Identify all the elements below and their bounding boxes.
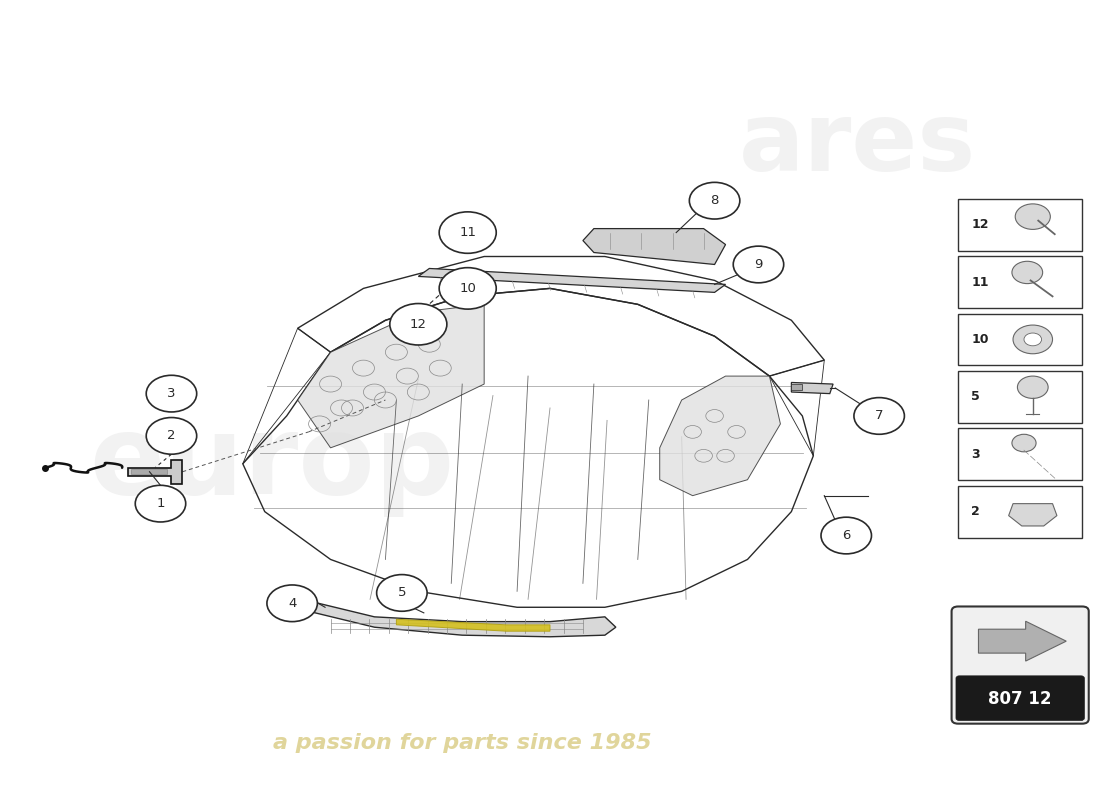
Text: 3: 3	[167, 387, 176, 400]
Text: europ: europ	[89, 410, 454, 518]
Circle shape	[1024, 333, 1042, 346]
Polygon shape	[791, 382, 833, 394]
Text: 807 12: 807 12	[989, 690, 1052, 708]
FancyBboxPatch shape	[956, 676, 1085, 721]
Text: 7: 7	[874, 410, 883, 422]
Circle shape	[821, 517, 871, 554]
Circle shape	[439, 268, 496, 309]
Text: 11: 11	[459, 226, 476, 239]
Circle shape	[146, 375, 197, 412]
Circle shape	[376, 574, 427, 611]
Circle shape	[1018, 376, 1048, 398]
Text: 12: 12	[971, 218, 989, 231]
Text: ares: ares	[738, 98, 976, 191]
Circle shape	[135, 486, 186, 522]
Polygon shape	[396, 619, 550, 631]
Circle shape	[146, 418, 197, 454]
Text: a passion for parts since 1985: a passion for parts since 1985	[273, 733, 651, 753]
Circle shape	[1013, 325, 1053, 354]
Circle shape	[690, 182, 740, 219]
Text: 1: 1	[156, 497, 165, 510]
Polygon shape	[128, 460, 183, 484]
Polygon shape	[583, 229, 726, 265]
Circle shape	[389, 303, 447, 345]
Text: 12: 12	[410, 318, 427, 330]
Polygon shape	[660, 376, 780, 496]
Circle shape	[734, 246, 783, 283]
Polygon shape	[418, 269, 726, 292]
Circle shape	[1012, 434, 1036, 452]
Text: 3: 3	[971, 448, 980, 461]
Circle shape	[1012, 262, 1043, 284]
Text: 11: 11	[971, 275, 989, 289]
Text: 2: 2	[971, 505, 980, 518]
Polygon shape	[1009, 504, 1057, 526]
Polygon shape	[298, 304, 484, 448]
Circle shape	[267, 585, 318, 622]
Text: 2: 2	[167, 430, 176, 442]
Text: 5: 5	[397, 586, 406, 599]
FancyBboxPatch shape	[131, 469, 167, 474]
FancyBboxPatch shape	[791, 384, 802, 390]
Circle shape	[854, 398, 904, 434]
Text: 10: 10	[460, 282, 476, 295]
Text: 5: 5	[971, 390, 980, 403]
Text: 10: 10	[971, 333, 989, 346]
Polygon shape	[979, 622, 1066, 661]
Text: 9: 9	[755, 258, 762, 271]
Text: 4: 4	[288, 597, 296, 610]
Polygon shape	[309, 601, 616, 637]
Text: 6: 6	[843, 529, 850, 542]
FancyBboxPatch shape	[952, 606, 1089, 724]
Circle shape	[1015, 204, 1050, 230]
Text: 8: 8	[711, 194, 718, 207]
Circle shape	[439, 212, 496, 254]
